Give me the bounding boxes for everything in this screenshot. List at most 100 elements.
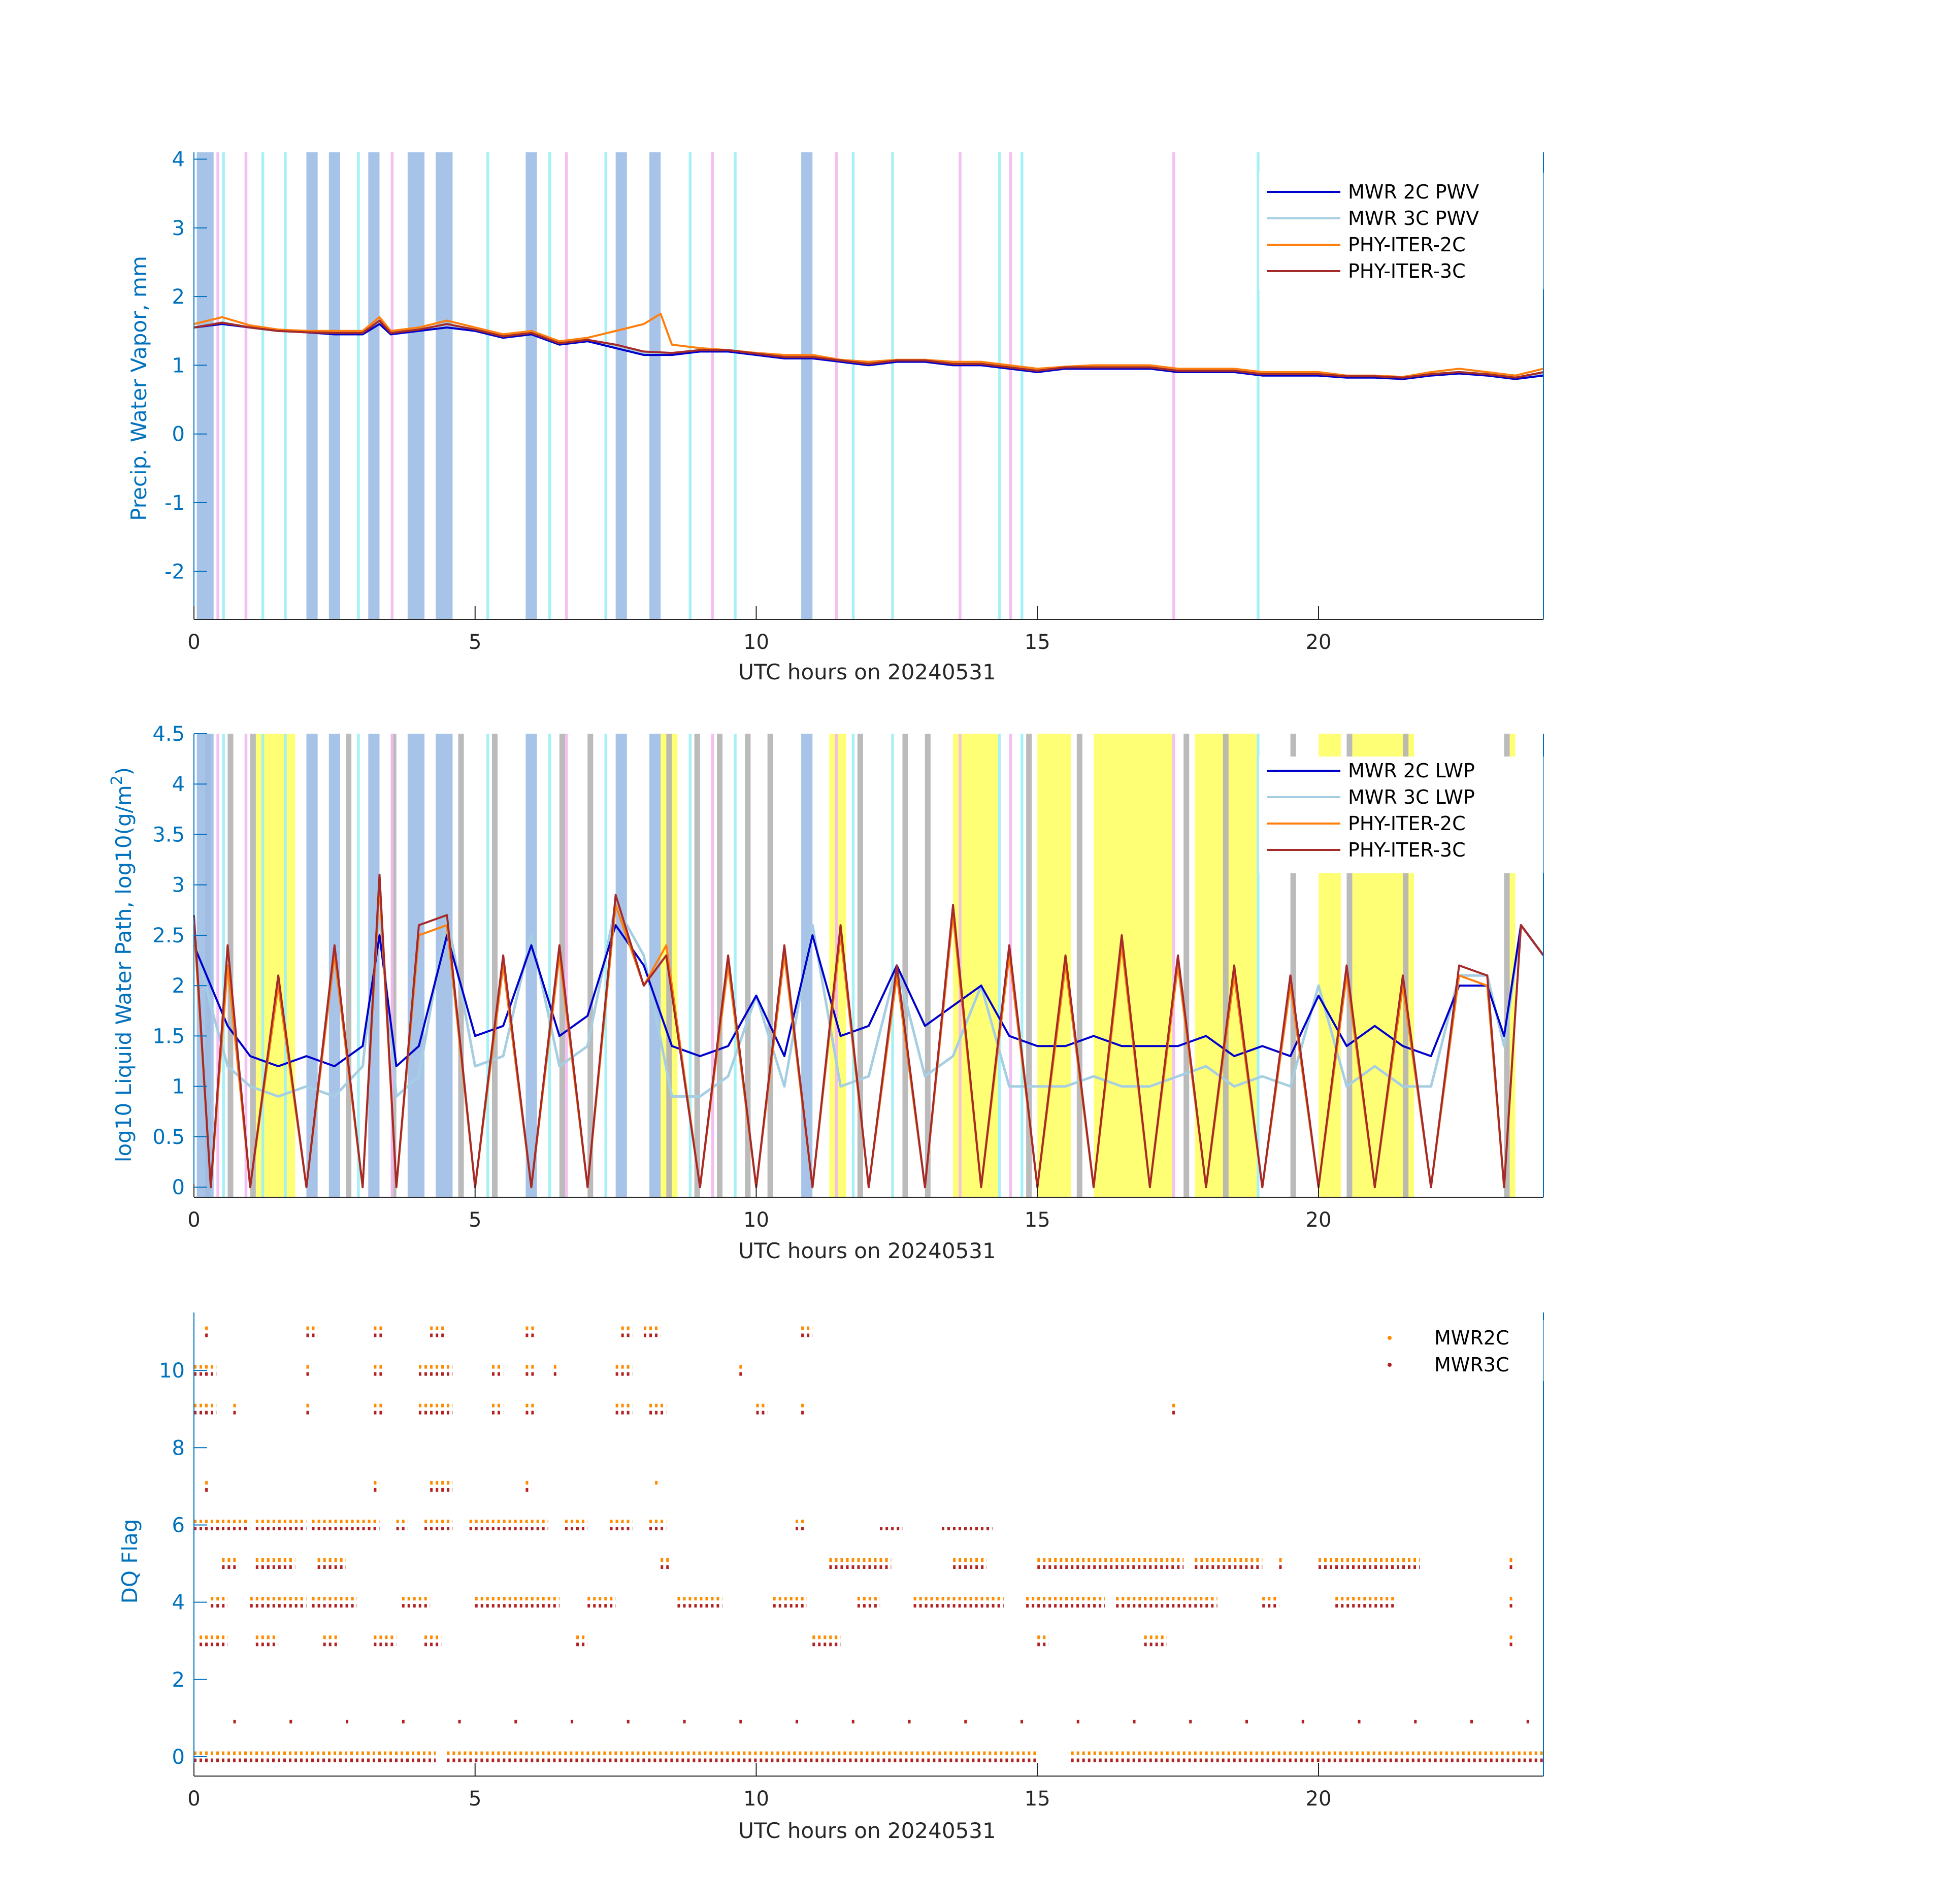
qc-band-pink [711,734,714,1197]
qc-band-cyan [548,734,551,1197]
qc-band-blue [801,734,813,1197]
y-tick-label: 3 [172,217,185,240]
qc-band-pink [244,152,248,619]
y-tick-label: 0 [172,1746,185,1769]
qc-band-cyan [486,734,489,1197]
lwp-ylabel-main: log10 Liquid Water Path, log10(g/m [111,785,136,1162]
pwv-axes: 0 5 10 15 20 -2 -1 0 1 2 3 4 [164,148,1544,654]
qc-band-pink [711,152,714,619]
qc-band-gray [694,734,700,1197]
y-tick-label: 1 [172,354,185,377]
lwp-panel: 0 5 10 15 20 0 0.5 1 1.5 2 2.5 3 3.5 4 4.5 UTC hours o… [108,723,1545,1263]
qc-band-cyan [261,734,265,1197]
y-tick-label: 2 [172,1668,185,1692]
qc-band-cyan [734,152,737,619]
y-tick-label: 1.5 [152,1025,185,1048]
y-tick-label: 3.5 [152,823,185,846]
lwp-axes: 0 5 10 15 20 0 0.5 1 1.5 2 2.5 3 3.5 4 4.5 [152,723,1544,1232]
qc-bands [196,152,1260,619]
qc-band-cyan [1021,152,1024,619]
qc-band-gray [857,734,863,1197]
qc-band-cyan [1257,734,1260,1197]
y-tick-label: 2 [172,285,185,309]
y-tick-label: 6 [172,1514,185,1537]
qc-band-gray [346,734,352,1197]
qc-band-pink [1172,734,1175,1197]
dq-axes: 0 5 10 15 20 0 2 4 6 8 10 [159,1312,1544,1811]
x-tick-label: 0 [187,1787,200,1811]
x-tick-label: 10 [743,1787,769,1811]
qc-band-gray [587,734,594,1197]
qc-band-yellow [1509,734,1516,1197]
qc-band-gray [1504,734,1510,1197]
qc-band-blue [436,152,453,619]
lwp-series [192,873,1545,1189]
y-tick-label: 4 [172,773,185,796]
qc-band-cyan [261,152,265,619]
qc-band-pink [390,734,394,1197]
qc-band-cyan [548,152,551,619]
y-tick-label: 8 [172,1436,185,1460]
qc-band-blue [196,152,214,619]
y-tick-label: 0 [172,1176,185,1199]
qc-band-cyan [688,734,692,1197]
qc-band-yellow [1094,734,1173,1197]
y-tick-label: 3 [172,874,185,897]
qc-band-cyan [357,734,360,1197]
qc-band-gray [1026,734,1032,1197]
x-tick-label: 20 [1306,631,1332,654]
qc-band-blue [615,734,627,1197]
qc-band-cyan [284,152,287,619]
qc-band-blue [615,152,627,619]
qc-band-gray [1076,734,1082,1197]
y-tick-label: 4 [172,1591,185,1615]
qc-band-cyan [998,152,1001,619]
y-tick-label: 4.5 [152,723,185,746]
qc-band-cyan [284,734,287,1197]
dq-panel: 0 5 10 15 20 0 2 4 6 8 10 UTC hours on 20240531 DQ… [117,1312,1544,1843]
qc-band-blue [407,152,425,619]
qc-band-pink [835,152,838,619]
qc-band-pink [565,152,568,619]
series-mwr-2c [193,924,1544,1067]
qc-band-gray [716,734,723,1197]
pwv-legend: MWR 2C PWV MWR 3C PWV PHY-ITER-2C PHY-IT… [1259,173,1543,289]
qc-band-blue [801,152,813,619]
y-tick-label: 4 [172,148,185,172]
y-tick-label: 2 [172,974,185,998]
lwp-legend-phy3c: PHY-ITER-3C [1348,839,1466,861]
qc-band-blue [328,152,340,619]
qc-band-gray [1183,734,1190,1197]
qc-band-blue [525,734,537,1197]
dq-legend-box [1371,1320,1543,1381]
pwv-legend-phy3c: PHY-ITER-3C [1348,260,1466,282]
qc-band-cyan [1257,152,1260,619]
qc-band-blue [306,152,318,619]
dq-legend-marker-mwr3c [1388,1363,1392,1367]
pwv-legend-phy2c: PHY-ITER-2C [1348,234,1466,256]
qc-band-cyan [486,152,489,619]
qc-band-cyan [222,734,225,1197]
x-tick-label: 5 [469,1208,481,1232]
lwp-ylabel-sup: 2 [108,775,126,785]
y-tick-label: -1 [164,491,185,515]
qc-band-cyan [604,152,608,619]
qc-band-gray [491,734,498,1197]
dq-legend-marker-mwr2c [1388,1336,1392,1340]
qc-band-pink [244,734,248,1197]
pwv-xlabel: UTC hours on 20240531 [738,660,996,684]
lwp-legend-phy2c: PHY-ITER-2C [1348,812,1466,835]
pwv-legend-mwr3c: MWR 3C PWV [1348,207,1479,229]
qc-band-gray [250,734,256,1197]
qc-band-gray [458,734,464,1197]
series-phy-iter-3c [193,873,1544,1189]
qc-band-cyan [851,152,855,619]
qc-band-pink [216,152,219,619]
qc-band-cyan [851,734,855,1197]
qc-band-pink [959,152,962,619]
qc-band-gray [1290,734,1296,1197]
qc-band-blue [368,152,380,619]
y-tick-label: 0.5 [152,1126,185,1149]
